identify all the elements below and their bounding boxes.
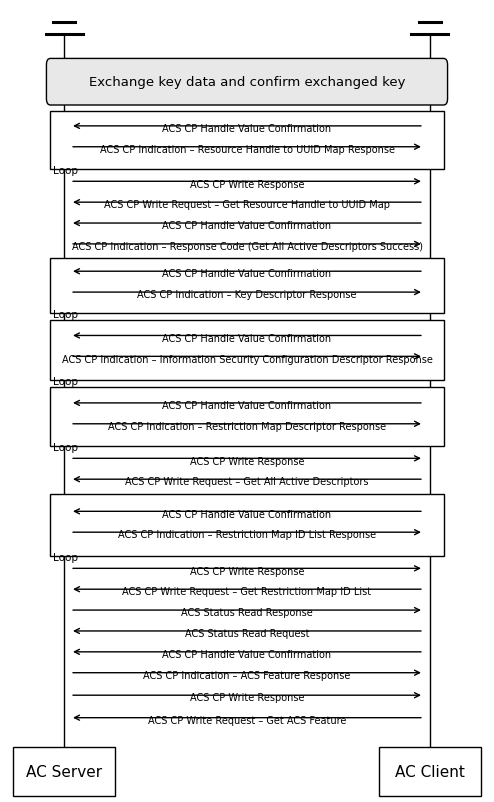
Text: Loop: Loop bbox=[53, 310, 78, 319]
Bar bbox=[50, 494, 444, 557]
Bar bbox=[50, 321, 444, 380]
Text: ACS CP Indication – ACS Feature Response: ACS CP Indication – ACS Feature Response bbox=[143, 670, 351, 680]
Text: ACS CP Handle Value Confirmation: ACS CP Handle Value Confirmation bbox=[163, 509, 331, 519]
Text: ACS CP Indication – Restriction Map ID List Response: ACS CP Indication – Restriction Map ID L… bbox=[118, 530, 376, 540]
Text: ACS CP Write Response: ACS CP Write Response bbox=[190, 180, 304, 189]
Text: Loop: Loop bbox=[53, 553, 78, 562]
Text: ACS CP Write Response: ACS CP Write Response bbox=[190, 693, 304, 703]
Text: ACS CP Indication – Response Code (Get All Active Descriptors Success): ACS CP Indication – Response Code (Get A… bbox=[72, 242, 422, 252]
Bar bbox=[50, 258, 444, 314]
Text: ACS CP Handle Value Confirmation: ACS CP Handle Value Confirmation bbox=[163, 650, 331, 659]
Bar bbox=[50, 387, 444, 447]
Text: Loop: Loop bbox=[53, 166, 78, 176]
FancyBboxPatch shape bbox=[13, 747, 115, 796]
Text: ACS Status Read Response: ACS Status Read Response bbox=[181, 608, 313, 618]
Text: ACS CP Indication – Information Security Configuration Descriptor Response: ACS CP Indication – Information Security… bbox=[62, 354, 432, 364]
Text: AC Server: AC Server bbox=[26, 764, 102, 780]
FancyBboxPatch shape bbox=[46, 59, 448, 106]
Text: ACS CP Write Request – Get ACS Feature: ACS CP Write Request – Get ACS Feature bbox=[148, 715, 346, 725]
Text: ACS CP Write Request – Get All Active Descriptors: ACS CP Write Request – Get All Active De… bbox=[125, 477, 369, 487]
Text: ACS CP Write Response: ACS CP Write Response bbox=[190, 456, 304, 466]
Text: ACS CP Handle Value Confirmation: ACS CP Handle Value Confirmation bbox=[163, 401, 331, 411]
Text: ACS CP Handle Value Confirmation: ACS CP Handle Value Confirmation bbox=[163, 124, 331, 134]
Text: ACS CP Indication – Restriction Map Descriptor Response: ACS CP Indication – Restriction Map Desc… bbox=[108, 422, 386, 431]
Text: Loop: Loop bbox=[53, 443, 78, 452]
Bar bbox=[50, 112, 444, 170]
Text: ACS CP Write Request – Get Restriction Map ID List: ACS CP Write Request – Get Restriction M… bbox=[123, 587, 371, 597]
Text: AC Client: AC Client bbox=[395, 764, 465, 780]
Text: ACS Status Read Request: ACS Status Read Request bbox=[185, 629, 309, 638]
Text: ACS CP Handle Value Confirmation: ACS CP Handle Value Confirmation bbox=[163, 221, 331, 231]
Text: ACS CP Handle Value Confirmation: ACS CP Handle Value Confirmation bbox=[163, 269, 331, 279]
Text: Loop: Loop bbox=[53, 376, 78, 386]
Text: ACS CP Handle Value Confirmation: ACS CP Handle Value Confirmation bbox=[163, 334, 331, 343]
Text: ACS CP Indication – Key Descriptor Response: ACS CP Indication – Key Descriptor Respo… bbox=[137, 290, 357, 300]
Text: ACS CP Write Request – Get Resource Handle to UUID Map: ACS CP Write Request – Get Resource Hand… bbox=[104, 200, 390, 210]
Text: ACS CP Indication – Resource Handle to UUID Map Response: ACS CP Indication – Resource Handle to U… bbox=[99, 145, 395, 155]
Text: Exchange key data and confirm exchanged key: Exchange key data and confirm exchanged … bbox=[89, 76, 405, 89]
FancyBboxPatch shape bbox=[379, 747, 481, 796]
Text: ACS CP Write Response: ACS CP Write Response bbox=[190, 566, 304, 576]
